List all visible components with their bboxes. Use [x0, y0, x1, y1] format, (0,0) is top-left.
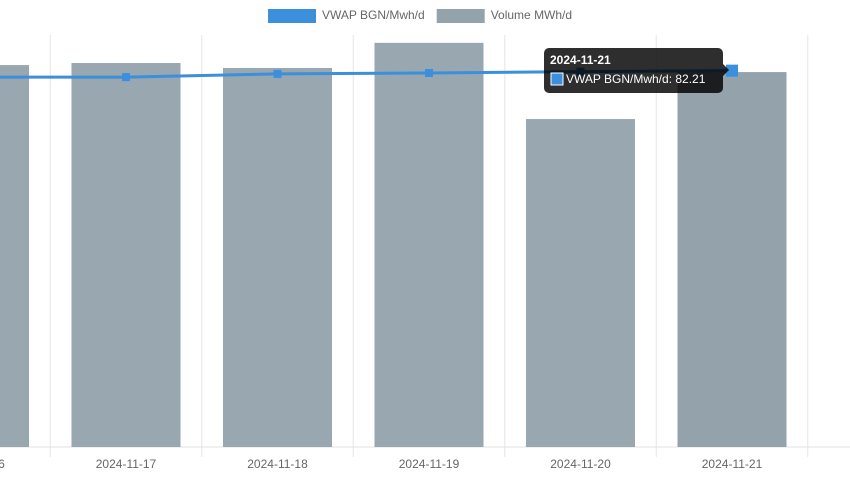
legend-label: Volume MWh/d: [491, 8, 572, 22]
bar: [374, 42, 484, 447]
x-tick-label: 2024-11-20: [550, 457, 611, 471]
tooltip-title: 2024-11-21: [550, 53, 611, 67]
tooltip-caret: [723, 64, 729, 76]
bar: [223, 67, 332, 448]
tooltip-box: [544, 48, 723, 93]
bar: [677, 72, 787, 447]
tooltip: 2024-11-21 VWAP BGN/Mwh/d: 82.21: [544, 48, 729, 93]
bar: [71, 63, 181, 448]
vwap-point: [273, 69, 282, 78]
vwap-point: [726, 64, 738, 77]
x-tick-label: 2024-11-19: [399, 457, 460, 471]
bar: [526, 119, 635, 447]
bar: [0, 65, 29, 448]
legend-label: VWAP BGN/Mwh/d: [322, 8, 425, 22]
tooltip-swatch: [550, 72, 564, 86]
x-tick-label: 2024-11-18: [247, 457, 308, 471]
legend-swatch: [268, 9, 316, 23]
vwap-point: [425, 68, 433, 77]
x-tick-label: 2024-11-16: [0, 457, 5, 471]
legend-swatch: [436, 9, 485, 23]
tooltip-label: VWAP BGN/Mwh/d: 82.21: [566, 72, 706, 86]
x-tick-label: 2024-11-21: [702, 457, 763, 471]
vwap-point: [122, 73, 130, 82]
x-tick-label: 2024-11-17: [96, 457, 157, 471]
